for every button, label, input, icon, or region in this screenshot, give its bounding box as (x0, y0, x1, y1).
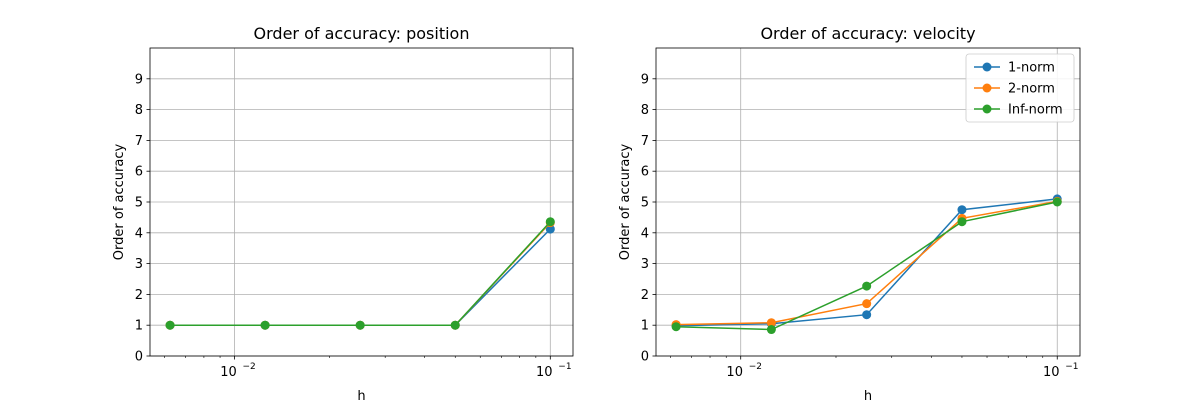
data-point (957, 205, 967, 215)
data-point (957, 217, 967, 227)
data-point (671, 322, 681, 332)
x-tick-exponent: −1 (1065, 362, 1078, 372)
chart-velocity: 0 1 2 3 4 5 6 7 8 9 10 −2 10 −1 Order of accuracy: vel… (618, 24, 1081, 400)
data-point (1052, 197, 1062, 207)
y-tick-label: 2 (135, 288, 143, 303)
legend-swatch-marker (982, 62, 992, 72)
y-tick-label: 2 (641, 288, 649, 303)
chart-title: Order of accuracy: velocity (760, 24, 975, 43)
x-tick-exponent: −2 (749, 362, 762, 372)
legend-swatch-marker (982, 83, 992, 93)
y-tick-label: 6 (135, 165, 143, 180)
y-tick-label: 5 (641, 196, 649, 211)
chart-title: Order of accuracy: position (254, 24, 470, 43)
x-tick-label: 10 (1043, 365, 1060, 380)
legend-box (965, 53, 1075, 123)
legend-entry: 2-norm (1008, 82, 1055, 97)
data-point (766, 325, 776, 335)
y-tick-label: 0 (641, 350, 649, 365)
series-line (170, 221, 551, 326)
x-tick-label: 10 (536, 365, 553, 380)
data-point (862, 281, 872, 291)
y-tick-label: 8 (641, 103, 649, 118)
data-point (450, 320, 460, 330)
legend-entry: 1-norm (1008, 61, 1055, 76)
y-tick-label: 9 (641, 72, 649, 87)
y-axis-label: Order of accuracy (618, 143, 633, 260)
series-line (170, 222, 551, 326)
y-tick-label: 6 (641, 165, 649, 180)
x-tick-label: 10 (220, 365, 237, 380)
x-axis-label: h (864, 389, 872, 400)
data-point (862, 299, 872, 309)
y-tick-label: 8 (135, 103, 143, 118)
x-tick-base: 10 (220, 365, 237, 380)
data-point (545, 217, 555, 227)
y-tick-label: 7 (641, 134, 649, 149)
legend: 1-norm 2-norm Inf-norm (965, 53, 1075, 123)
x-tick-base: 10 (726, 365, 743, 380)
data-point (355, 320, 365, 330)
y-tick-label: 4 (135, 226, 143, 241)
y-tick-label: 9 (135, 72, 143, 87)
data-point (766, 318, 776, 328)
y-tick-label: 3 (135, 257, 143, 272)
data-point (260, 320, 270, 330)
y-tick-label: 4 (641, 226, 649, 241)
legend-swatch-marker (982, 104, 992, 114)
x-axis-label: h (357, 389, 365, 400)
y-tick-label: 0 (135, 350, 143, 365)
y-tick-label: 1 (641, 319, 649, 334)
y-tick-label: 1 (135, 319, 143, 334)
y-tick-label: 5 (135, 196, 143, 211)
data-point (165, 320, 175, 330)
x-tick-exponent: −1 (558, 362, 571, 372)
x-tick-exponent: −2 (243, 362, 256, 372)
y-tick-label: 3 (641, 257, 649, 272)
y-axis-label: Order of accuracy (112, 143, 127, 260)
data-point (545, 224, 555, 234)
x-tick-base: 10 (1043, 365, 1060, 380)
legend-entry: Inf-norm (1008, 103, 1063, 118)
series-line (170, 228, 551, 326)
x-tick-base: 10 (536, 365, 553, 380)
data-point (862, 310, 872, 320)
chart-position: 0 1 2 3 4 5 6 7 8 9 10 −2 10 −1 Order of accuracy: pos… (112, 24, 574, 400)
x-tick-label: 10 (726, 365, 743, 380)
y-tick-label: 7 (135, 134, 143, 149)
